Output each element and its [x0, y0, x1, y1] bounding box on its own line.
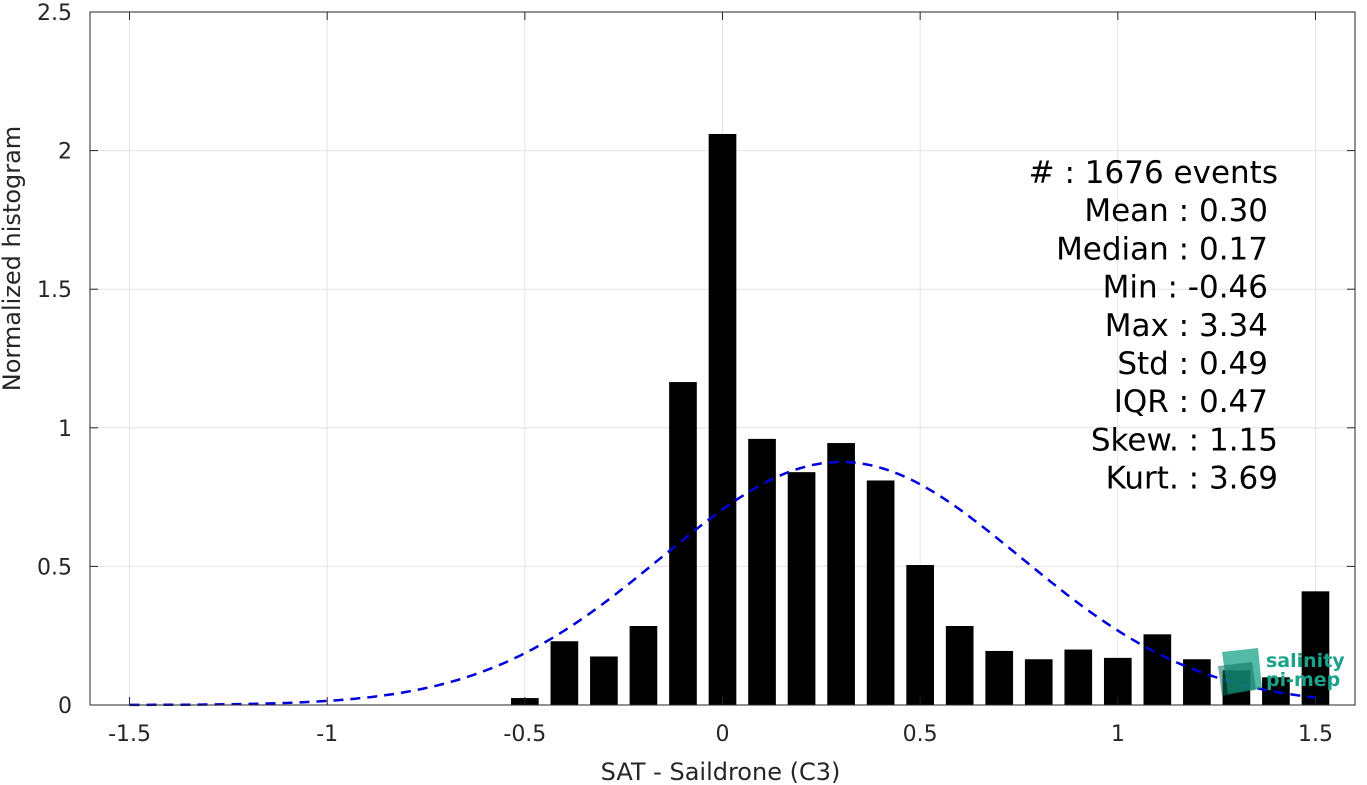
normal-fit-curve [129, 460, 1316, 707]
logo-line1: salinity [1266, 650, 1345, 672]
stat-line: Kurt. : 3.69 [1106, 461, 1278, 497]
x-tick-label: -1.5 [108, 722, 151, 747]
histogram-bar [985, 650, 1014, 705]
logo-mark-icon-shadow [1218, 662, 1256, 696]
histogram-bar [748, 438, 776, 705]
y-tick-label: 0.5 [37, 555, 72, 580]
stat-line: Max : 3.34 [1105, 308, 1268, 344]
histogram-bar [787, 472, 816, 705]
y-tick-label: 1 [58, 417, 72, 442]
normal-fit-layer [129, 460, 1316, 707]
y-tick-label: 0 [58, 694, 72, 719]
x-tick-label: 1.5 [1298, 722, 1333, 747]
histogram-bar [629, 625, 658, 705]
stat-line: Mean : 0.30 [1084, 193, 1268, 229]
stat-line: IQR : 0.47 [1114, 384, 1268, 420]
histogram-bar [590, 656, 618, 705]
x-axis-label: SAT - Saildrone (C3) [601, 758, 841, 785]
histogram-bar [1064, 649, 1093, 705]
histogram-bar [827, 443, 855, 705]
stat-line: Skew. : 1.15 [1091, 422, 1278, 458]
histogram-bar [708, 133, 737, 705]
axis-ticks: -1.5 -1 -0.5 0 0.5 1 1.5 0 0.5 1 1.5 2 2.5 [37, 1, 1355, 747]
salinity-pimep-logo: salinity pi-mep [1218, 648, 1345, 696]
histogram-bar [945, 625, 974, 705]
histogram-bars [511, 133, 1330, 705]
x-tick-label: -1 [316, 722, 338, 747]
stat-line: Min : -0.46 [1103, 270, 1268, 306]
x-tick-label: -0.5 [503, 722, 546, 747]
histogram-bar [550, 641, 579, 705]
histogram-bar [906, 565, 934, 705]
x-tick-label: 0 [716, 722, 730, 747]
x-tick-label: 1 [1111, 722, 1125, 747]
y-axis-label: Normalized histogram [0, 126, 26, 391]
x-tick-label: 0.5 [903, 722, 938, 747]
stat-line: Median : 0.17 [1056, 231, 1268, 267]
histogram-bar [1143, 634, 1172, 705]
stat-line: Std : 0.49 [1117, 346, 1268, 382]
y-tick-label: 2.5 [37, 1, 72, 26]
histogram-bar [866, 480, 895, 705]
histogram-bar [1301, 591, 1330, 705]
stat-line: # : 1676 events [1029, 155, 1278, 191]
histogram-bar [669, 382, 697, 705]
y-tick-label: 2 [58, 140, 72, 165]
histogram-bar [1183, 659, 1211, 705]
histogram-bar [1024, 659, 1053, 705]
logo-line2: pi-mep [1266, 669, 1340, 691]
y-tick-label: 1.5 [37, 278, 72, 303]
